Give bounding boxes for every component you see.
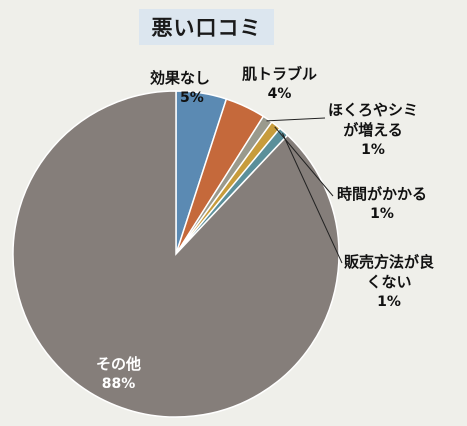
leader-line-moles-spots [266, 117, 326, 122]
label-no-effect: 効果なし 5% [150, 69, 211, 106]
leader-lines [266, 117, 343, 264]
label-takes-time: 時間がかかる 1% [337, 185, 428, 222]
leader-line-sales-method [282, 133, 343, 264]
label-sales-method: 販売方法が良 くない 1% [344, 253, 435, 310]
label-moles-spots: ほくろやシミ が増える 1% [328, 101, 419, 158]
chart-title-box: 悪い口コミ [139, 9, 274, 45]
label-skin-trouble: 肌トラブル 4% [242, 65, 318, 102]
chart-title: 悪い口コミ [151, 16, 262, 40]
pie-slices [12, 90, 340, 418]
label-other: その他 88% [96, 355, 142, 392]
slice-other [12, 90, 340, 418]
